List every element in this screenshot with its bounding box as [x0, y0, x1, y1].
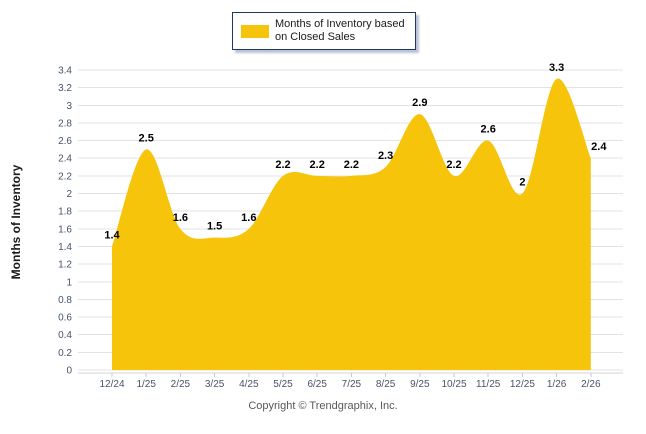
y-tick-label: 1.4 [58, 242, 72, 253]
data-label: 2.3 [378, 150, 393, 162]
x-tick-label: 1/26 [547, 379, 567, 390]
y-axis-tick-labels: 0 0.2 0.4 0.6 0.8 1 1.2 1.4 1.6 1.8 2 2.2 2.4 2.6 2.8 3… [58, 66, 72, 377]
x-tick-label: 5/25 [273, 379, 293, 390]
x-tick-label: 12/25 [510, 379, 535, 390]
legend: Months of Inventory based on Closed Sale… [232, 12, 416, 50]
y-tick-label: 2 [66, 189, 72, 200]
y-tick-label: 1.6 [58, 224, 72, 235]
x-tick-label: 12/24 [99, 379, 124, 390]
y-tick-label: 2.2 [58, 171, 72, 182]
legend-label: Months of Inventory based on Closed Sale… [275, 18, 405, 43]
x-tick-label: 4/25 [239, 379, 259, 390]
y-tick-label: 1.2 [58, 260, 72, 271]
x-tick-label: 3/25 [205, 379, 225, 390]
y-tick-label: 3.2 [58, 83, 72, 94]
y-tick-label: 2.8 [58, 118, 72, 129]
x-tick-label: 9/25 [410, 379, 430, 390]
data-label: 2.9 [412, 97, 427, 109]
x-tick-label: 10/25 [441, 379, 466, 390]
legend-color-swatch-icon [241, 24, 269, 38]
y-tick-label: 2.4 [58, 154, 72, 165]
y-tick-label: 0.2 [58, 348, 72, 359]
data-label: 1.6 [241, 212, 256, 224]
x-tick-label: 2/26 [581, 379, 601, 390]
y-tick-label: 2.6 [58, 136, 72, 147]
data-label: 2 [519, 177, 525, 189]
x-axis [78, 372, 623, 377]
data-label: 2.5 [139, 132, 154, 144]
inventory-area-series [112, 78, 591, 371]
data-label: 2.2 [310, 159, 325, 171]
data-label: 2.2 [275, 159, 290, 171]
x-tick-label: 8/25 [376, 379, 396, 390]
data-label: 2.4 [591, 141, 607, 153]
x-tick-label: 2/25 [171, 379, 191, 390]
y-tick-label: 3.4 [58, 66, 72, 77]
y-tick-label: 0 [66, 366, 72, 377]
x-tick-label: 11/25 [476, 379, 501, 390]
y-tick-label: 1 [66, 277, 72, 288]
copyright-text: Copyright © Trendgraphix, Inc. [248, 400, 398, 412]
data-label: 1.5 [207, 221, 222, 233]
data-label: 2.2 [446, 159, 461, 171]
data-label: 1.6 [173, 212, 188, 224]
y-tick-label: 3 [66, 101, 72, 112]
y-tick-label: 0.6 [58, 313, 72, 324]
x-tick-label: 7/25 [342, 379, 362, 390]
y-tick-label: 0.4 [58, 330, 72, 341]
y-axis-title: Months of Inventory [9, 164, 23, 280]
x-axis-tick-labels: 12/24 1/25 2/25 3/25 4/25 5/25 6/25 7/25 8/25 9/2… [99, 379, 600, 390]
data-label: 2.6 [481, 124, 496, 136]
data-labels: 1.4 2.5 1.6 1.5 1.6 2.2 2.2 2.2 2.3 2.9 2.2 2.6 2 3.3… [104, 62, 607, 242]
x-tick-label: 6/25 [307, 379, 327, 390]
data-label: 3.3 [549, 62, 564, 74]
data-label: 2.2 [344, 159, 359, 171]
data-label: 1.4 [104, 229, 120, 241]
y-tick-label: 0.8 [58, 295, 72, 306]
y-tick-label: 1.8 [58, 207, 72, 218]
x-tick-label: 1/25 [136, 379, 156, 390]
area-series [112, 78, 591, 371]
